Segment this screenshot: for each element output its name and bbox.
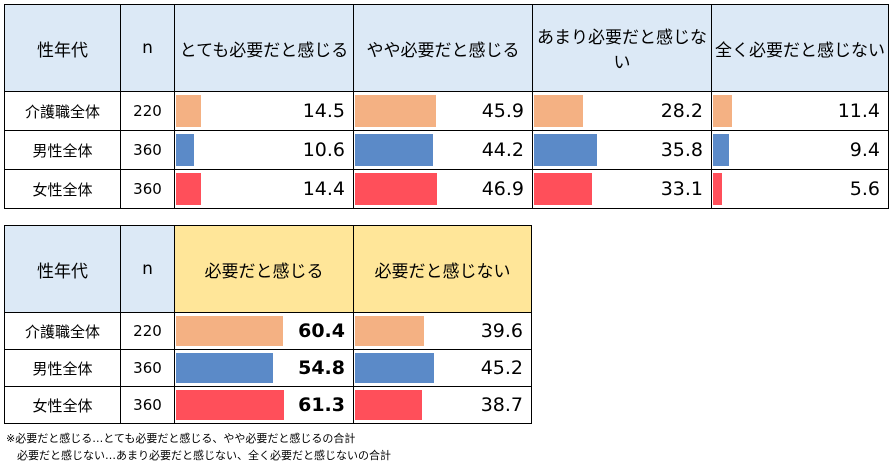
row-n: 360 (120, 349, 175, 387)
row-label: 女性全体 (4, 169, 121, 209)
value-text: 38.7 (480, 394, 523, 416)
value-text: 45.9 (481, 100, 524, 122)
value-cell: 44.2 (353, 130, 533, 170)
value-text: 61.3 (298, 394, 345, 416)
header-very-necessary: とても必要だと感じる (174, 4, 354, 92)
footnote-line: ※必要だと感じる…とても必要だと感じる、やや必要だと感じるの合計 (6, 432, 356, 445)
header-age-group: 性年代 (4, 4, 121, 92)
header-not-very-necessary: あまり必要だと感じない (532, 4, 712, 92)
row-label: 男性全体 (4, 349, 121, 387)
header-not-at-all-necessary: 全く必要だと感じない (711, 4, 889, 92)
header-n: n (120, 4, 175, 92)
value-text: 39.6 (480, 320, 523, 342)
table-row: 介護職全体 220 60.4 39.6 (4, 312, 532, 350)
value-bar (713, 95, 733, 127)
value-cell: 5.6 (711, 169, 889, 209)
value-bar (355, 353, 434, 383)
value-text: 46.9 (481, 178, 524, 200)
value-bar (534, 134, 597, 166)
value-cell: 45.2 (353, 349, 532, 387)
table-row: 介護職全体 220 14.5 45.9 28.2 11.4 (4, 91, 889, 131)
value-bar (355, 173, 438, 205)
header-n: n (120, 225, 175, 313)
header-necessary: 必要だと感じる (174, 225, 354, 313)
value-bar (713, 173, 722, 205)
value-bar (355, 316, 425, 346)
header-not-necessary: 必要だと感じない (353, 225, 532, 313)
value-cell: 28.2 (532, 91, 712, 131)
value-bar (355, 95, 436, 127)
value-bar (713, 134, 729, 166)
value-text: 33.1 (660, 178, 703, 200)
value-bar (355, 134, 433, 166)
value-bar (176, 95, 201, 127)
value-bar (176, 134, 194, 166)
value-bar (355, 390, 423, 420)
table-row: 男性全体 360 10.6 44.2 35.8 9.4 (4, 130, 889, 170)
value-cell: 54.8 (174, 349, 354, 387)
value-bar (176, 353, 273, 383)
row-label: 介護職全体 (4, 91, 121, 131)
value-text: 35.8 (660, 139, 703, 161)
value-text: 60.4 (298, 320, 345, 342)
value-text: 14.4 (302, 178, 345, 200)
row-n: 220 (120, 312, 175, 350)
necessity-detail-table: 性年代 n とても必要だと感じる やや必要だと感じる あまり必要だと感じない 全… (4, 4, 889, 209)
value-text: 28.2 (660, 100, 703, 122)
value-cell: 9.4 (711, 130, 889, 170)
value-cell: 14.5 (174, 91, 354, 131)
row-label: 男性全体 (4, 130, 121, 170)
footnotes: ※必要だと感じる…とても必要だと感じる、やや必要だと感じるの合計 必要だと感じな… (6, 430, 391, 464)
value-cell: 10.6 (174, 130, 354, 170)
table-row: 男性全体 360 54.8 45.2 (4, 349, 532, 387)
value-cell: 33.1 (532, 169, 712, 209)
row-n: 360 (120, 169, 175, 209)
value-text: 11.4 (837, 100, 880, 122)
row-label: 介護職全体 (4, 312, 121, 350)
row-n: 360 (120, 386, 175, 424)
value-text: 9.4 (849, 139, 880, 161)
value-cell: 39.6 (353, 312, 532, 350)
value-text: 45.2 (480, 357, 523, 379)
footnote-line: 必要だと感じない…あまり必要だと感じない、全く必要だと感じないの合計 (6, 449, 391, 462)
value-text: 44.2 (481, 139, 524, 161)
value-cell: 60.4 (174, 312, 354, 350)
value-cell: 45.9 (353, 91, 533, 131)
table-row: 女性全体 360 14.4 46.9 33.1 5.6 (4, 169, 889, 209)
header-age-group: 性年代 (4, 225, 121, 313)
row-label: 女性全体 (4, 386, 121, 424)
table-row: 女性全体 360 61.3 38.7 (4, 386, 532, 424)
necessity-summary-table: 性年代 n 必要だと感じる 必要だと感じない 介護職全体 220 60.4 39… (4, 225, 532, 424)
header-somewhat-necessary: やや必要だと感じる (353, 4, 533, 92)
value-cell: 35.8 (532, 130, 712, 170)
value-bar (176, 173, 201, 205)
value-cell: 14.4 (174, 169, 354, 209)
value-text: 5.6 (849, 178, 880, 200)
value-bar (534, 173, 592, 205)
value-cell: 61.3 (174, 386, 354, 424)
value-text: 54.8 (298, 357, 345, 379)
value-bar (176, 316, 283, 346)
value-cell: 11.4 (711, 91, 889, 131)
row-n: 220 (120, 91, 175, 131)
row-n: 360 (120, 130, 175, 170)
value-text: 10.6 (302, 139, 345, 161)
value-bar (534, 95, 584, 127)
value-text: 14.5 (302, 100, 345, 122)
value-cell: 46.9 (353, 169, 533, 209)
value-cell: 38.7 (353, 386, 532, 424)
value-bar (176, 390, 285, 420)
